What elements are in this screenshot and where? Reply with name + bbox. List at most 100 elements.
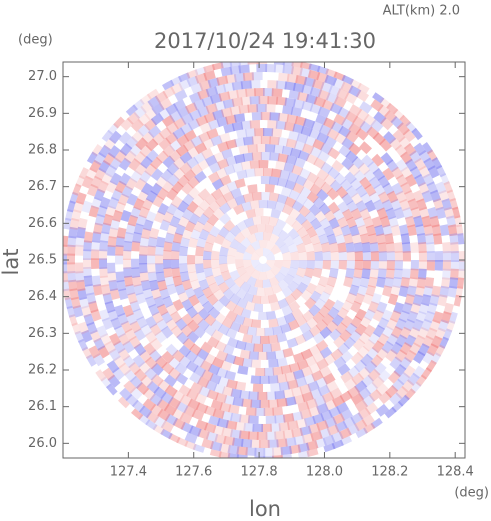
radar-cell xyxy=(317,384,331,397)
radar-cell xyxy=(402,251,412,262)
radar-cell xyxy=(306,191,319,204)
radar-cell xyxy=(145,138,159,152)
radar-cell xyxy=(199,122,213,134)
radar-cell xyxy=(276,332,288,343)
radar-cell xyxy=(218,91,231,102)
radar-cell xyxy=(270,208,282,219)
radar-cell xyxy=(272,406,284,416)
radar-cell xyxy=(190,163,203,176)
radar-cell xyxy=(128,158,141,172)
radar-cell xyxy=(448,311,458,324)
radar-cell xyxy=(150,362,164,376)
radar-cell xyxy=(98,258,108,269)
radar-cell xyxy=(81,329,93,343)
radar-cell xyxy=(149,323,162,337)
radar-cell xyxy=(100,172,113,186)
radar-cell xyxy=(254,455,266,458)
radar-cell xyxy=(250,240,261,251)
radar-cell xyxy=(323,283,335,296)
radar-cell xyxy=(296,226,309,239)
radar-cell xyxy=(312,242,323,253)
radar-cell xyxy=(251,319,261,328)
radar-cell xyxy=(119,142,133,157)
radar-cell xyxy=(139,93,152,105)
radar-cell xyxy=(131,408,144,420)
radar-cell xyxy=(423,285,433,298)
radar-cell xyxy=(147,271,157,283)
radar-cell xyxy=(376,233,386,245)
radar-cell xyxy=(194,66,207,76)
radar-cell xyxy=(299,425,312,436)
radar-cell xyxy=(341,192,354,206)
radar-cell xyxy=(292,352,305,363)
radar-cell xyxy=(188,212,201,225)
radar-cell xyxy=(207,363,221,376)
radar-cell xyxy=(361,414,375,427)
radar-cell xyxy=(322,372,336,385)
radar-cell xyxy=(323,442,336,453)
radar-cell xyxy=(458,268,465,280)
radar-cell xyxy=(125,136,139,150)
y-tick-label: 26.2 xyxy=(28,363,57,378)
radar-cell xyxy=(391,166,404,180)
radar-cell xyxy=(359,176,372,190)
radar-cell xyxy=(118,362,132,376)
radar-cell xyxy=(193,205,205,218)
radar-cell xyxy=(139,236,150,248)
radar-cell xyxy=(376,207,388,220)
radar-cell xyxy=(229,283,241,295)
radar-cell xyxy=(425,233,435,245)
radar-cell xyxy=(86,292,97,305)
radar-cell xyxy=(401,302,413,315)
radar-cell xyxy=(83,266,92,278)
radar-cell xyxy=(386,102,399,115)
radar-cell xyxy=(363,169,376,183)
radar-cell xyxy=(386,159,399,173)
radar-cell xyxy=(254,207,264,217)
radar-cell xyxy=(277,298,289,309)
radar-cell xyxy=(340,224,352,237)
radar-cell xyxy=(389,392,403,406)
radar-cell xyxy=(208,200,221,213)
radar-cell xyxy=(392,108,405,121)
radar-cell xyxy=(282,105,294,115)
radar-cell xyxy=(321,99,335,111)
radar-cell xyxy=(153,386,167,400)
radar-cell xyxy=(314,251,324,261)
radar-cell xyxy=(229,293,241,305)
radar-cell xyxy=(326,276,337,288)
radar-cell xyxy=(208,225,221,238)
radar-cell xyxy=(68,314,78,327)
radar-cell xyxy=(181,298,194,312)
radar-cell xyxy=(122,304,134,318)
radar-cell xyxy=(300,289,313,302)
radar-cell xyxy=(271,128,283,138)
radar-cell xyxy=(229,270,241,282)
radar-cell xyxy=(177,200,190,213)
radar-cell xyxy=(314,225,326,238)
radar-cell xyxy=(165,343,179,357)
radar-cell xyxy=(416,198,428,211)
radar-cell xyxy=(306,251,316,261)
radar-cell xyxy=(63,279,70,292)
radar-cell xyxy=(297,442,310,453)
radar-cell xyxy=(342,416,356,429)
radar-cell xyxy=(75,192,87,205)
radar-cell xyxy=(172,275,183,287)
radar-cell xyxy=(333,356,347,369)
radar-cell xyxy=(371,340,385,354)
radar-cell xyxy=(253,343,263,353)
radar-cell xyxy=(240,308,252,319)
radar-cell xyxy=(225,328,238,339)
radar-cell xyxy=(195,245,205,256)
radar-cell xyxy=(295,418,308,429)
radar-cell xyxy=(219,202,232,215)
radar-cell xyxy=(183,169,196,182)
radar-cell xyxy=(141,227,151,240)
radar-cell xyxy=(332,413,346,425)
radar-cell xyxy=(139,271,149,283)
radar-cell xyxy=(280,186,293,198)
radar-cell xyxy=(117,193,130,206)
radar-cell xyxy=(236,266,247,277)
radar-cell xyxy=(79,296,90,309)
